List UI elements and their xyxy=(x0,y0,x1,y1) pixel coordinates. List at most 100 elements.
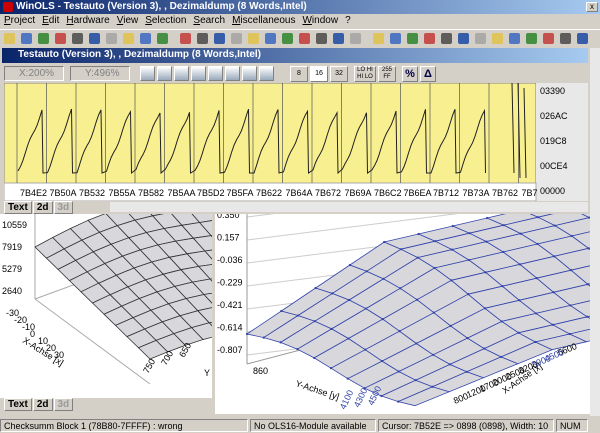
x-label: 0 xyxy=(30,329,35,339)
byte-order-button[interactable]: LO HI HI LO xyxy=(354,66,376,82)
surface-node xyxy=(364,307,368,310)
surface-node xyxy=(416,298,419,301)
surface-node xyxy=(518,299,521,302)
menu-item[interactable]: Hardware xyxy=(66,15,110,26)
tab[interactable]: 2d xyxy=(32,398,53,411)
surface-node xyxy=(449,324,452,327)
v-scrollbar[interactable] xyxy=(590,48,600,416)
delta-button[interactable]: Δ xyxy=(420,66,436,82)
view-button[interactable] xyxy=(174,66,189,81)
surface-node xyxy=(348,298,351,302)
view-button[interactable] xyxy=(208,66,223,81)
tab[interactable]: 3d xyxy=(53,201,74,214)
surface-node xyxy=(586,315,589,318)
surface-node xyxy=(346,377,349,380)
surface-node xyxy=(537,216,540,219)
address-label: 7B73A xyxy=(463,188,490,198)
address-label: 7B532 xyxy=(79,188,105,198)
tab[interactable]: 2d xyxy=(32,201,53,214)
tool-button[interactable] xyxy=(333,33,344,44)
tab[interactable]: 3d xyxy=(53,398,74,411)
tool-button[interactable] xyxy=(475,33,486,44)
surface-node xyxy=(534,340,537,344)
tool-button[interactable] xyxy=(577,33,588,44)
tool-button[interactable] xyxy=(560,33,571,44)
tool-button[interactable] xyxy=(140,33,151,44)
surface-cell xyxy=(581,214,590,219)
tool-button[interactable] xyxy=(265,33,276,44)
menu-item[interactable]: Window xyxy=(302,15,339,26)
tool-button[interactable] xyxy=(21,33,32,44)
view-button[interactable] xyxy=(140,66,155,81)
tool-button[interactable] xyxy=(248,33,259,44)
tool-button[interactable] xyxy=(492,33,503,44)
view-button[interactable] xyxy=(157,66,172,81)
tool-button[interactable] xyxy=(55,33,66,44)
surface-cell xyxy=(197,264,212,280)
surface-cell xyxy=(191,214,212,223)
window-title: Testauto (Version 3), , Dezimaldump (8 W… xyxy=(18,49,261,60)
surface-cell xyxy=(552,283,590,306)
percent-button[interactable]: % xyxy=(402,66,418,82)
tool-button[interactable] xyxy=(214,33,225,44)
address-label: 7B5AA xyxy=(168,188,196,198)
surface-node xyxy=(245,332,249,336)
tool-button[interactable] xyxy=(316,33,327,44)
menu-item[interactable]: Selection xyxy=(145,15,187,26)
tool-button[interactable] xyxy=(373,33,384,44)
tool-button[interactable] xyxy=(38,33,49,44)
tool-button[interactable] xyxy=(282,33,293,44)
view-button[interactable] xyxy=(259,66,274,81)
tool-button[interactable] xyxy=(106,33,117,44)
surface-node xyxy=(553,255,556,258)
view-button[interactable] xyxy=(242,66,257,81)
address-area xyxy=(4,182,537,201)
menu-item[interactable]: Project xyxy=(4,15,36,26)
tool-button[interactable] xyxy=(350,33,361,44)
tool-button[interactable] xyxy=(509,33,520,44)
menu-item[interactable]: View xyxy=(116,15,139,26)
tool-button[interactable] xyxy=(390,33,401,44)
tool-button[interactable] xyxy=(441,33,452,44)
tool-button[interactable] xyxy=(231,33,242,44)
tool-button[interactable] xyxy=(299,33,310,44)
waveform xyxy=(17,108,486,175)
tool-button[interactable] xyxy=(157,33,168,44)
scale-area xyxy=(536,83,588,201)
tool-button[interactable] xyxy=(526,33,537,44)
tool-button[interactable] xyxy=(197,33,208,44)
surface-node xyxy=(434,240,437,243)
width-button[interactable]: 16 xyxy=(310,66,328,82)
tool-button[interactable] xyxy=(180,33,191,44)
tool-button[interactable] xyxy=(424,33,435,44)
tab[interactable]: Text xyxy=(4,201,32,214)
tool-button[interactable] xyxy=(123,33,134,44)
menu-item[interactable]: Miscellaneous xyxy=(232,15,296,26)
tool-button[interactable] xyxy=(72,33,83,44)
tool-button[interactable] xyxy=(4,33,15,44)
depth-label: 860 xyxy=(253,366,268,376)
tab[interactable]: Text xyxy=(4,398,32,411)
x-zoom[interactable]: X:200% xyxy=(4,66,64,81)
h-scrollbar[interactable] xyxy=(110,202,588,212)
width-button[interactable]: 8 xyxy=(290,66,308,82)
tool-button[interactable] xyxy=(89,33,100,44)
y-zoom[interactable]: Y:496% xyxy=(70,66,130,81)
surface-node xyxy=(570,269,573,272)
surface-node xyxy=(433,266,436,270)
tool-button[interactable] xyxy=(407,33,418,44)
view-button[interactable] xyxy=(191,66,206,81)
number-base-button[interactable]: 255 FF xyxy=(378,66,396,82)
menu-item[interactable]: ? xyxy=(345,15,351,26)
menu-item[interactable]: Edit xyxy=(42,15,60,26)
width-button[interactable]: 32 xyxy=(330,66,348,82)
view-button[interactable] xyxy=(225,66,240,81)
tool-button[interactable] xyxy=(458,33,469,44)
surface-cell xyxy=(203,292,212,304)
status-bar: Checksumm Block 1 (78B80-7FFFF) : wrong N… xyxy=(0,418,600,433)
tool-button[interactable] xyxy=(543,33,554,44)
menu-item[interactable]: Search xyxy=(193,15,226,26)
surface-node xyxy=(331,292,334,295)
close-button[interactable]: x xyxy=(586,2,598,12)
surface-node xyxy=(414,379,417,382)
